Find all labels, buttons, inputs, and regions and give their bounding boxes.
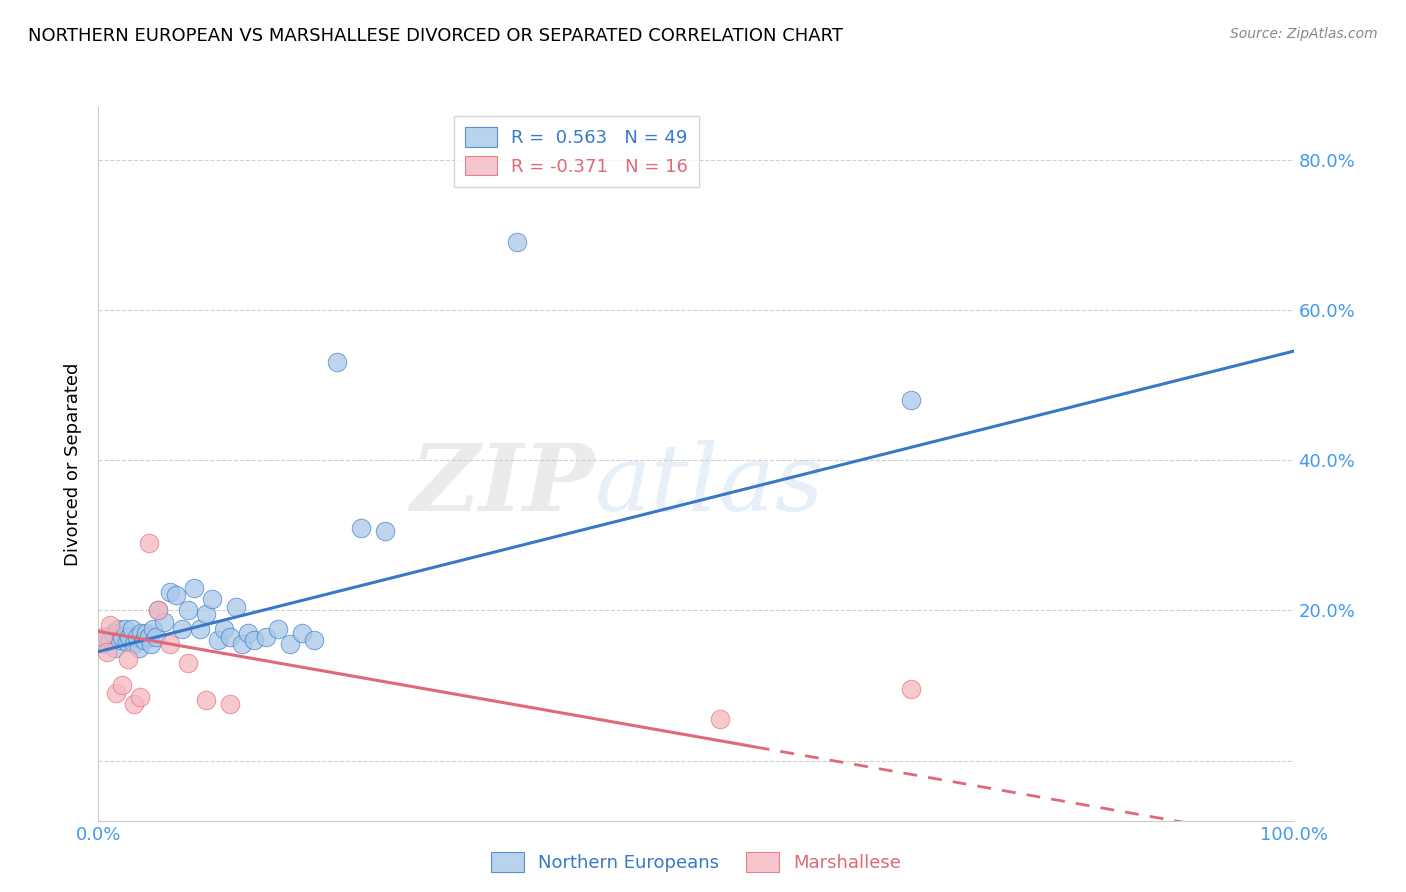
Point (121, 622, 143, 636)
Point (278, 637, 301, 651)
Point (124, 697, 146, 711)
Text: atlas: atlas (595, 441, 824, 530)
Point (219, 697, 242, 711)
Text: ZIP: ZIP (411, 441, 595, 530)
Point (145, 630, 167, 644)
Point (326, 355, 349, 369)
Point (201, 592, 224, 607)
Point (114, 622, 136, 636)
Point (108, 633, 131, 648)
Point (138, 630, 160, 644)
Point (177, 656, 200, 670)
Point (118, 630, 141, 644)
Point (709, 712, 731, 726)
Point (188, 622, 211, 636)
Point (165, 588, 187, 602)
Point (138, 535, 160, 549)
Point (225, 599, 247, 614)
Point (231, 637, 253, 651)
Point (105, 686, 128, 700)
Point (291, 625, 314, 640)
Point (111, 678, 134, 692)
Point (236, 625, 259, 640)
Point (302, 633, 325, 648)
Point (194, 693, 218, 707)
Point (207, 633, 229, 648)
Point (177, 603, 200, 617)
Point (132, 633, 155, 648)
Point (135, 625, 157, 640)
Y-axis label: Divorced or Separated: Divorced or Separated (65, 362, 83, 566)
Point (183, 581, 205, 595)
Point (506, 235, 529, 250)
Point (374, 524, 396, 539)
Point (98, 633, 122, 648)
Point (93, 637, 115, 651)
Point (350, 521, 373, 535)
Point (254, 630, 277, 644)
Point (115, 635, 138, 649)
Point (96, 645, 118, 659)
Point (98, 618, 122, 632)
Text: NORTHERN EUROPEAN VS MARSHALLESE DIVORCED OR SEPARATED CORRELATION CHART: NORTHERN EUROPEAN VS MARSHALLESE DIVORCE… (28, 27, 844, 45)
Point (159, 584, 181, 599)
Point (91, 630, 114, 644)
Point (125, 630, 148, 644)
Point (142, 622, 165, 636)
Point (117, 652, 139, 666)
Point (101, 625, 124, 640)
Point (107, 622, 129, 636)
Point (129, 690, 152, 704)
Point (212, 622, 235, 636)
Point (128, 640, 150, 655)
Point (900, 392, 922, 407)
Point (148, 603, 170, 617)
Point (148, 603, 170, 617)
Point (131, 625, 153, 640)
Point (219, 630, 242, 644)
Point (153, 615, 176, 629)
Text: Source: ZipAtlas.com: Source: ZipAtlas.com (1230, 27, 1378, 41)
Point (172, 622, 194, 636)
Point (159, 637, 181, 651)
Point (243, 633, 266, 648)
Point (194, 607, 218, 621)
Point (124, 637, 146, 651)
Point (96, 630, 118, 644)
Point (104, 640, 127, 655)
Point (139, 637, 162, 651)
Legend: Northern Europeans, Marshallese: Northern Europeans, Marshallese (484, 845, 908, 880)
Point (900, 682, 922, 697)
Point (267, 622, 290, 636)
Point (111, 630, 134, 644)
